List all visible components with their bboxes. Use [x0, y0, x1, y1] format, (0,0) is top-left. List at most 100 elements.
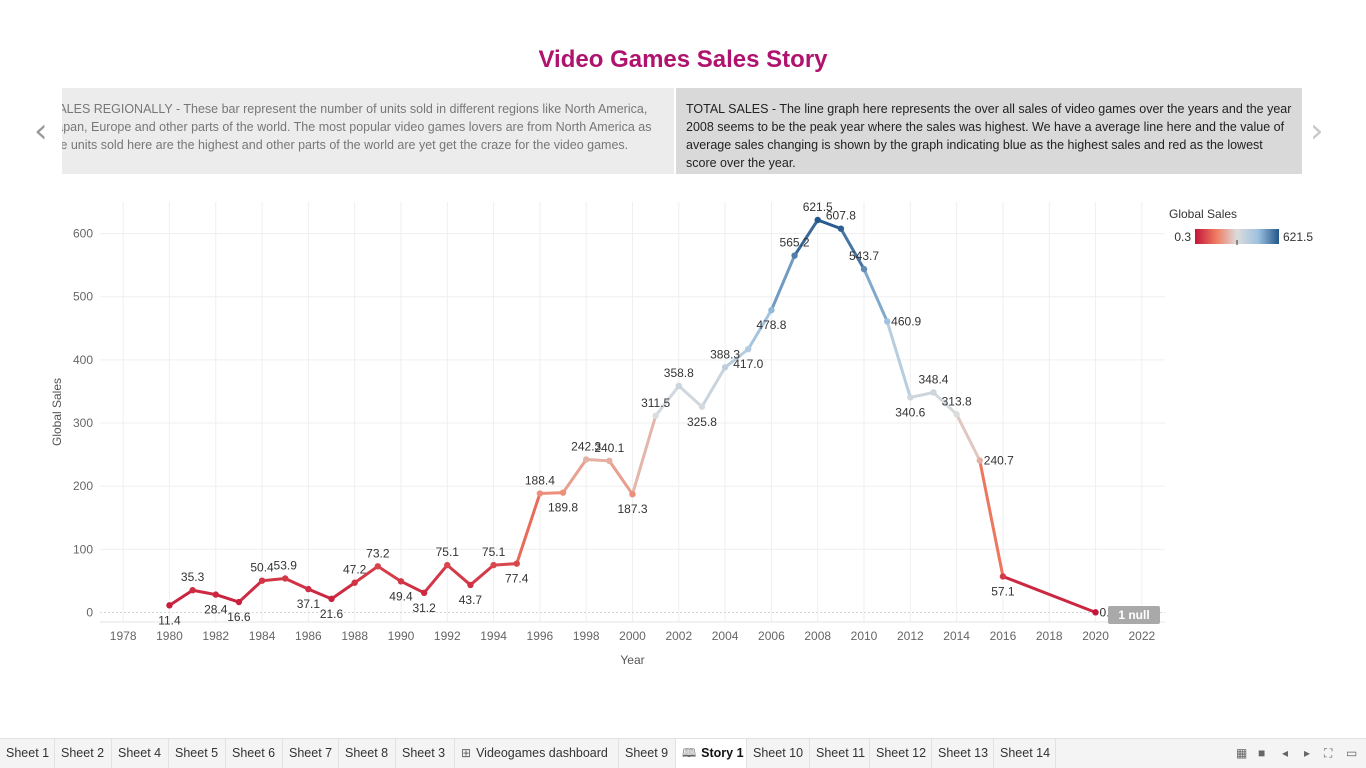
data-point — [837, 225, 845, 232]
filmstrip-icon[interactable]: ■ — [1258, 746, 1266, 760]
x-tick-label: 2000 — [619, 629, 646, 643]
data-label: 460.9 — [891, 314, 921, 328]
data-point — [374, 563, 382, 570]
x-axis-title: Year — [620, 653, 644, 667]
data-label: 31.2 — [412, 601, 436, 615]
x-tick-label: 2012 — [897, 629, 924, 643]
legend-max-label: 621.5 — [1283, 230, 1313, 244]
story-point-total-sales[interactable]: TOTAL SALES - The line graph here repres… — [676, 88, 1302, 174]
data-label: 311.5 — [641, 396, 670, 410]
tab-sheet-11[interactable]: Sheet 11 — [810, 739, 870, 768]
previous-story-point-arrow-icon[interactable]: ‹ — [34, 111, 48, 151]
data-label: 543.7 — [849, 249, 879, 263]
data-point — [189, 587, 196, 594]
tab-sheet-9[interactable]: Sheet 9 — [619, 739, 676, 768]
tab-sheet-12[interactable]: Sheet 12 — [870, 739, 932, 768]
series-line-segment — [885, 319, 912, 399]
data-label: 348.4 — [918, 372, 948, 386]
data-point — [953, 411, 960, 418]
tab-label: Sheet 9 — [625, 746, 669, 760]
data-point — [768, 306, 775, 314]
data-point — [976, 457, 983, 464]
tab-sheet-2[interactable]: Sheet 2 — [55, 739, 112, 768]
tab-sheet-1[interactable]: Sheet 1 — [0, 739, 55, 768]
chart-data-points — [166, 216, 1099, 616]
tab-label: Sheet 4 — [118, 746, 162, 760]
data-point — [536, 490, 544, 497]
data-point — [559, 489, 567, 496]
x-tick-label: 2014 — [943, 629, 970, 643]
tab-sheet-8[interactable]: Sheet 8 — [339, 739, 396, 768]
series-line-segment — [330, 581, 357, 601]
null-indicator-badge: 1 null — [1108, 606, 1160, 624]
legend-title: Global Sales — [1169, 207, 1237, 221]
story-title: Video Games Sales Story — [538, 46, 828, 73]
tab-sheet-14[interactable]: Sheet 14 — [994, 739, 1056, 768]
y-tick-label: 500 — [73, 290, 93, 304]
previous-sheet-icon[interactable]: ◂ — [1282, 746, 1289, 760]
data-label: 417.0 — [733, 357, 763, 371]
data-label: 28.4 — [204, 603, 228, 617]
series-line-segment — [260, 576, 287, 583]
next-story-point-arrow-icon[interactable]: › — [1310, 111, 1324, 151]
data-point — [814, 216, 821, 224]
x-tick-label: 1986 — [295, 629, 322, 643]
data-label: 189.8 — [548, 501, 578, 515]
story-point-caption: SALES REGIONALLY - These bar represent t… — [62, 102, 652, 152]
tab-label: Sheet 14 — [1000, 746, 1051, 760]
data-point — [698, 403, 706, 410]
series-line-segment — [1001, 574, 1098, 614]
x-tick-label: 1978 — [110, 629, 137, 643]
data-point — [166, 602, 173, 609]
data-label: 73.2 — [366, 546, 390, 560]
x-tick-label: 2020 — [1082, 629, 1109, 643]
x-tick-label: 1982 — [202, 629, 229, 643]
tab-sheet-5[interactable]: Sheet 5 — [169, 739, 226, 768]
sheet-sorter-icon[interactable]: ▦ — [1236, 746, 1248, 760]
tab-sheet-6[interactable]: Sheet 6 — [226, 739, 283, 768]
data-label: 188.4 — [525, 474, 555, 488]
x-tick-label: 1996 — [527, 629, 554, 643]
story-point-sales-regionally[interactable]: SALES REGIONALLY - These bar represent t… — [62, 88, 674, 174]
y-tick-label: 200 — [73, 479, 93, 493]
tab-videogames-dashboard[interactable]: ⊞ Videogames dashboard — [455, 739, 619, 768]
x-tick-label: 2018 — [1036, 629, 1063, 643]
data-label: 388.3 — [710, 347, 740, 361]
tab-label: Sheet 1 — [6, 746, 50, 760]
x-tick-label: 2002 — [665, 629, 692, 643]
x-tick-label: 1990 — [388, 629, 415, 643]
data-point — [860, 265, 868, 273]
series-line-segment — [839, 227, 866, 271]
tab-sheet-3[interactable]: Sheet 3 — [396, 739, 455, 768]
x-tick-label: 1984 — [249, 629, 276, 643]
series-line-segment — [816, 218, 843, 231]
tab-label: Sheet 10 — [753, 746, 804, 760]
tab-sheet-10[interactable]: Sheet 10 — [747, 739, 810, 768]
series-line-segment — [492, 562, 519, 567]
data-point — [235, 598, 243, 606]
data-point — [444, 561, 451, 569]
tab-sheet-13[interactable]: Sheet 13 — [932, 739, 994, 768]
sheet-tab-bar: Sheet 1 Sheet 2 Sheet 4 Sheet 5 Sheet 6 Sheet… — [0, 738, 1366, 768]
tab-sheet-4[interactable]: Sheet 4 — [112, 739, 169, 768]
series-line-segment — [955, 412, 982, 463]
data-label: 187.3 — [617, 502, 647, 516]
data-label: 607.8 — [826, 209, 856, 223]
data-point — [675, 382, 683, 390]
tab-sheet-7[interactable]: Sheet 7 — [283, 739, 339, 768]
data-label: 43.7 — [459, 593, 483, 607]
tab-label: Videogames dashboard — [476, 746, 608, 760]
fullscreen-icon[interactable]: ⛶ — [1324, 746, 1333, 760]
series-line-segment — [399, 579, 426, 595]
data-point — [883, 318, 891, 325]
chart-data-labels: 11.4 35.3 28.416.6 50.4 53.9 37.121.6 47.2 73.2… — [158, 200, 1116, 627]
presentation-mode-icon[interactable]: ▭ — [1346, 746, 1358, 760]
series-line-segment — [723, 347, 750, 369]
data-label: 21.6 — [320, 607, 344, 621]
next-sheet-icon[interactable]: ▸ — [1304, 746, 1311, 760]
x-tick-label: 1992 — [434, 629, 461, 643]
series-line-segment — [445, 563, 472, 587]
tab-story-1[interactable]: 🕮 Story 1 — [676, 739, 747, 768]
data-point — [791, 252, 798, 259]
x-tick-label: 2022 — [1128, 629, 1155, 643]
